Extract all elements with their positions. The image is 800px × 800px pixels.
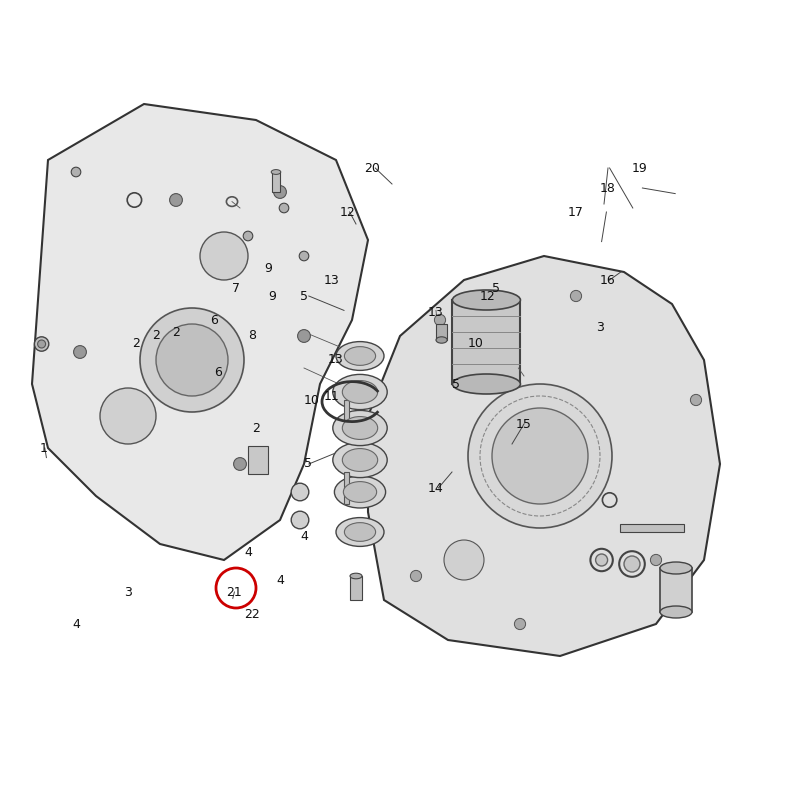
Text: 13: 13	[328, 354, 344, 366]
Text: 7: 7	[232, 282, 240, 294]
Ellipse shape	[344, 522, 376, 542]
Ellipse shape	[336, 342, 384, 370]
Circle shape	[650, 554, 662, 566]
Text: 4: 4	[276, 574, 284, 586]
Bar	[452, 300, 520, 384]
Circle shape	[298, 330, 310, 342]
Circle shape	[140, 308, 244, 412]
Ellipse shape	[291, 511, 309, 529]
Text: 16: 16	[600, 274, 616, 286]
Bar	[436, 324, 447, 340]
Bar	[344, 400, 349, 424]
Circle shape	[468, 384, 612, 528]
Text: 10: 10	[468, 338, 484, 350]
Ellipse shape	[279, 203, 289, 213]
Ellipse shape	[333, 410, 387, 446]
Circle shape	[434, 314, 446, 326]
Ellipse shape	[660, 606, 692, 618]
Ellipse shape	[271, 170, 281, 174]
Ellipse shape	[350, 573, 362, 579]
Text: 5: 5	[300, 290, 308, 302]
Circle shape	[100, 388, 156, 444]
Ellipse shape	[291, 483, 309, 501]
Text: 3: 3	[124, 586, 132, 598]
Text: 18: 18	[600, 182, 616, 194]
Text: 9: 9	[264, 262, 272, 274]
Text: 22: 22	[244, 608, 260, 621]
Ellipse shape	[334, 476, 386, 508]
Text: 11: 11	[324, 390, 340, 402]
Ellipse shape	[436, 337, 447, 343]
Text: 1: 1	[40, 442, 48, 454]
Circle shape	[570, 290, 582, 302]
Text: 10: 10	[304, 394, 320, 406]
Text: 5: 5	[304, 458, 312, 470]
Text: 12: 12	[340, 206, 356, 218]
PathPatch shape	[32, 104, 368, 560]
Circle shape	[274, 186, 286, 198]
Text: 15: 15	[516, 418, 532, 430]
Circle shape	[170, 194, 182, 206]
Text: 20: 20	[364, 162, 380, 174]
Text: 3: 3	[596, 322, 604, 334]
Ellipse shape	[453, 374, 520, 394]
Ellipse shape	[38, 340, 46, 348]
Text: 19: 19	[632, 162, 648, 174]
Circle shape	[74, 346, 86, 358]
Circle shape	[690, 394, 702, 406]
Text: 13: 13	[428, 306, 444, 318]
Circle shape	[234, 458, 246, 470]
Text: 17: 17	[568, 206, 584, 218]
Text: 2: 2	[152, 330, 160, 342]
Bar	[248, 446, 268, 474]
Text: 12: 12	[480, 290, 496, 302]
Ellipse shape	[624, 556, 640, 572]
Text: 4: 4	[300, 530, 308, 542]
Text: 2: 2	[252, 422, 260, 434]
Circle shape	[156, 324, 228, 396]
Ellipse shape	[660, 562, 692, 574]
Text: 21: 21	[226, 586, 242, 598]
Text: 6: 6	[210, 314, 218, 326]
Ellipse shape	[344, 346, 376, 366]
Ellipse shape	[342, 417, 378, 439]
Bar	[344, 472, 349, 504]
Ellipse shape	[34, 337, 49, 351]
PathPatch shape	[368, 256, 720, 656]
Circle shape	[492, 408, 588, 504]
Ellipse shape	[243, 231, 253, 241]
Text: 9: 9	[268, 290, 276, 302]
Text: 8: 8	[248, 330, 256, 342]
Ellipse shape	[299, 251, 309, 261]
Ellipse shape	[336, 518, 384, 546]
Text: 5: 5	[492, 282, 500, 294]
Ellipse shape	[342, 449, 378, 471]
Circle shape	[444, 540, 484, 580]
Text: 14: 14	[428, 482, 444, 494]
Text: 4: 4	[72, 618, 80, 630]
Ellipse shape	[342, 381, 378, 403]
Ellipse shape	[333, 374, 387, 410]
Circle shape	[514, 618, 526, 630]
Text: 2: 2	[172, 326, 180, 338]
Ellipse shape	[595, 554, 608, 566]
Text: 4: 4	[244, 546, 252, 558]
Bar	[620, 524, 684, 532]
Bar	[272, 172, 280, 192]
Bar	[350, 576, 362, 600]
Text: 5: 5	[452, 378, 460, 390]
Text: 2: 2	[132, 338, 140, 350]
Text: 6: 6	[214, 366, 222, 378]
Ellipse shape	[343, 482, 377, 502]
Ellipse shape	[453, 290, 520, 310]
Circle shape	[200, 232, 248, 280]
Bar	[660, 568, 692, 612]
Ellipse shape	[333, 442, 387, 478]
Text: 13: 13	[324, 274, 340, 286]
Ellipse shape	[71, 167, 81, 177]
Circle shape	[410, 570, 422, 582]
